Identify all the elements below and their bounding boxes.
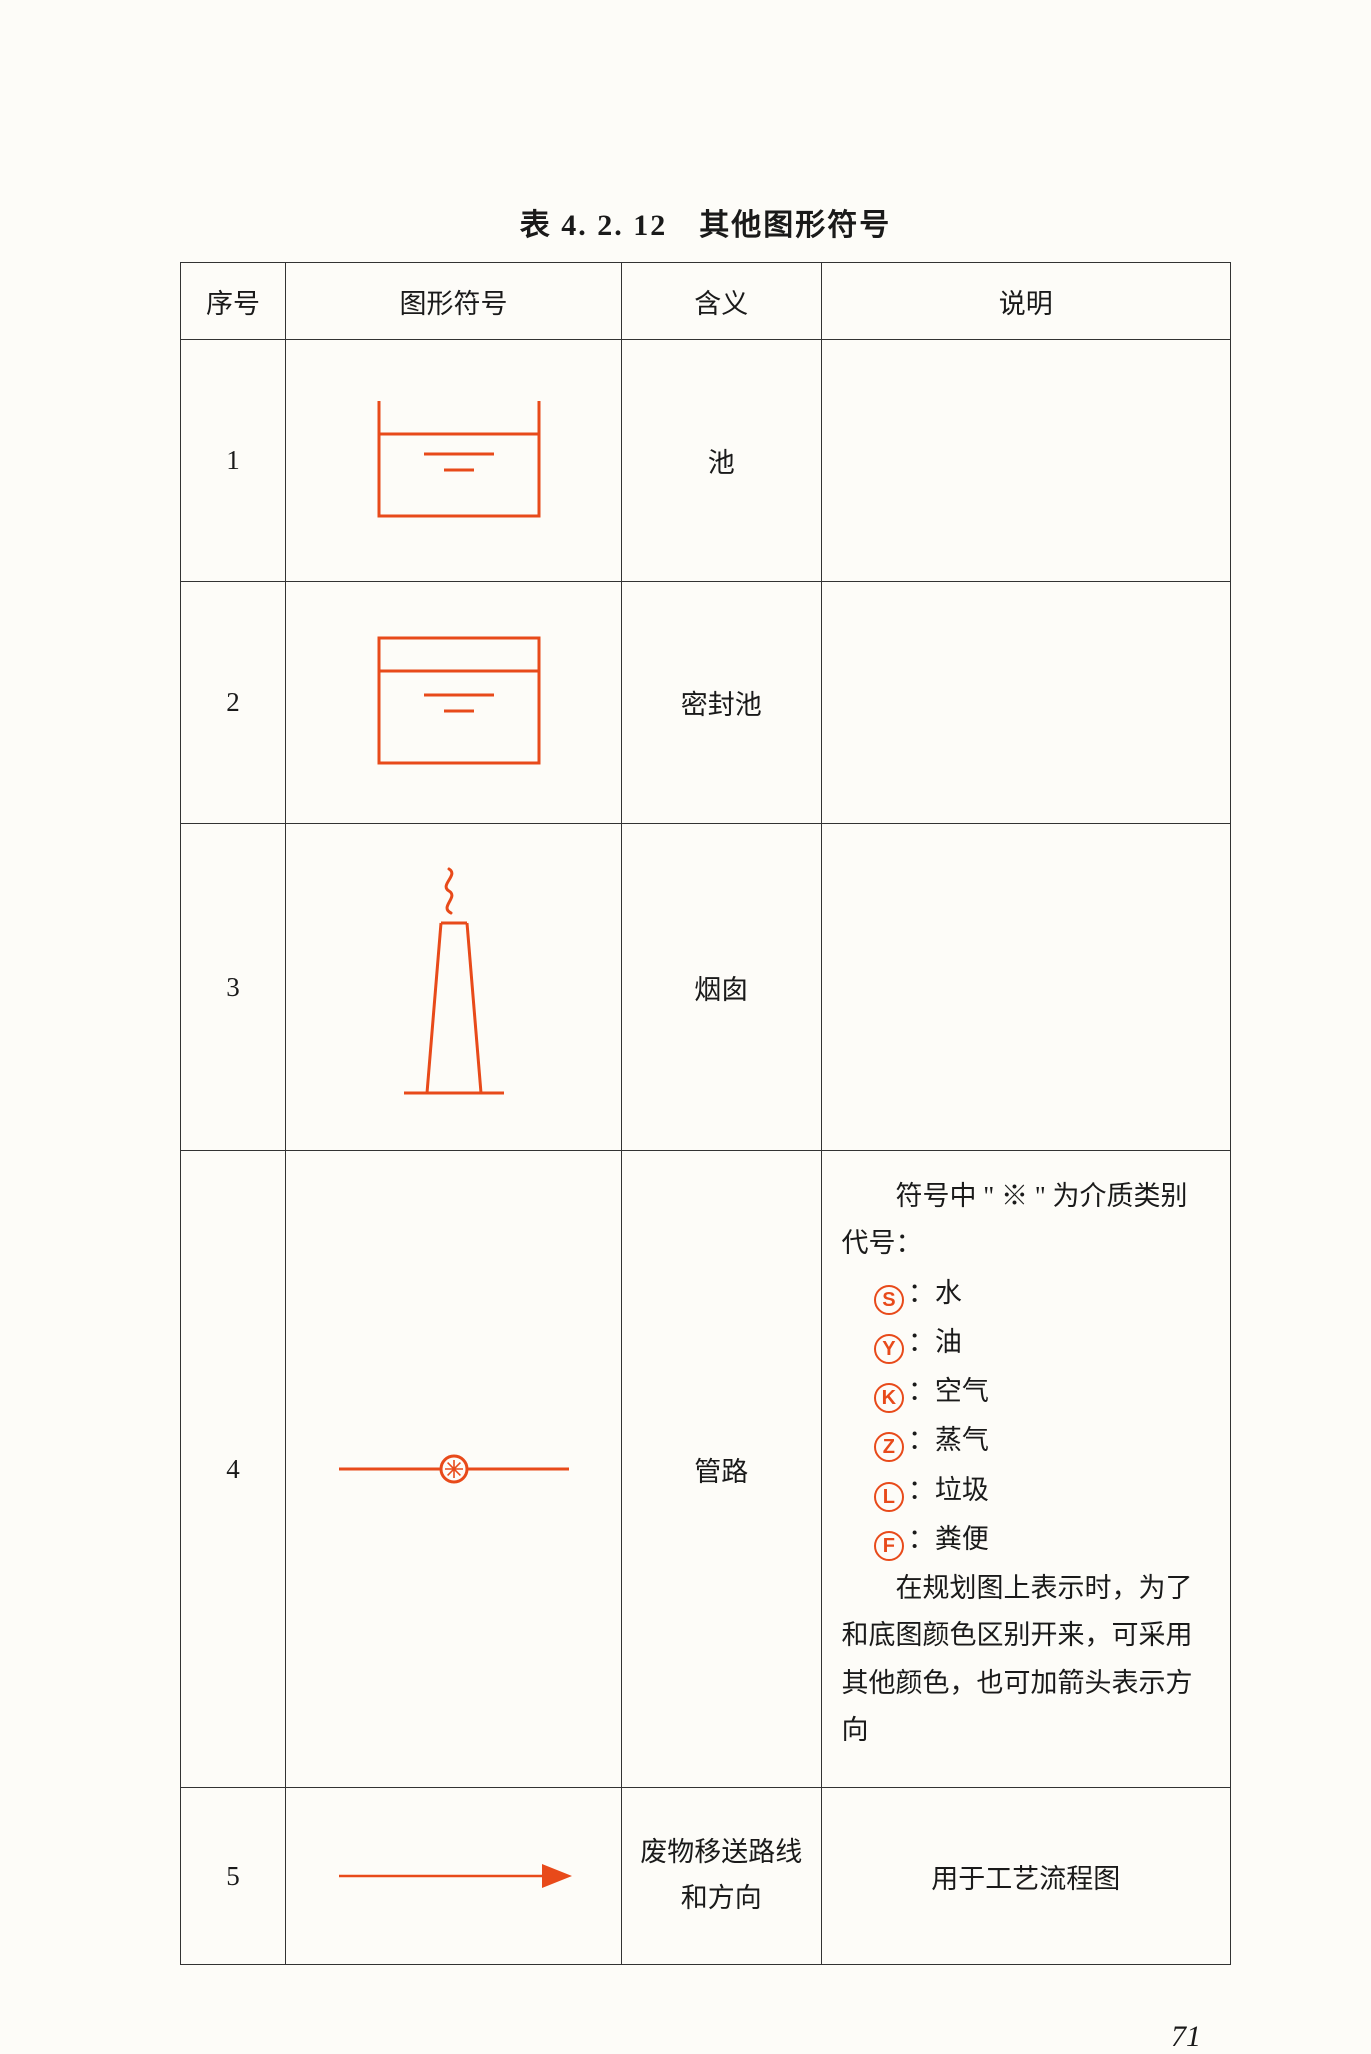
cell-num: 2 — [181, 582, 286, 824]
table-row: 4 管路 符号中 " ※ " 为介质类别代号： S：水 Y：油 — [181, 1151, 1231, 1788]
cell-desc — [821, 582, 1231, 824]
code-y-label: ：油 — [908, 1327, 962, 1357]
cell-symbol — [286, 1151, 622, 1788]
cell-symbol — [286, 340, 622, 582]
pipe-icon — [324, 1439, 584, 1499]
code-s-icon: S — [874, 1285, 904, 1315]
cell-desc: 符号中 " ※ " 为介质类别代号： S：水 Y：油 K：空气 Z：蒸气 L：垃… — [821, 1151, 1231, 1788]
cell-num: 4 — [181, 1151, 286, 1788]
code-f-label: ：粪便 — [908, 1524, 989, 1554]
cell-meaning: 管路 — [622, 1151, 822, 1788]
cell-meaning: 烟囱 — [622, 824, 822, 1151]
col-num: 序号 — [181, 263, 286, 340]
cell-meaning: 池 — [622, 340, 822, 582]
cell-symbol — [286, 582, 622, 824]
col-meaning: 含义 — [622, 263, 822, 340]
symbols-table: 序号 图形符号 含义 说明 1 池 2 — [180, 262, 1231, 1965]
table-caption: 表 4. 2. 12 其他图形符号 — [180, 200, 1231, 244]
cell-meaning: 密封池 — [622, 582, 822, 824]
table-row: 1 池 — [181, 340, 1231, 582]
pool-sealed-icon — [354, 623, 554, 783]
code-z-icon: Z — [874, 1432, 904, 1462]
pipe-desc-prefix: 符号中 " ※ " 为介质类别代号： — [842, 1173, 1211, 1268]
code-k-icon: K — [874, 1383, 904, 1413]
cell-symbol — [286, 824, 622, 1151]
cell-meaning: 废物移送路线和方向 — [622, 1788, 822, 1965]
col-symbol: 图形符号 — [286, 263, 622, 340]
cell-num: 3 — [181, 824, 286, 1151]
header-row: 序号 图形符号 含义 说明 — [181, 263, 1231, 340]
cell-symbol — [286, 1788, 622, 1965]
code-z-label: ：蒸气 — [908, 1425, 989, 1455]
code-l-label: ：垃圾 — [908, 1475, 989, 1505]
code-s-label: ：水 — [908, 1278, 962, 1308]
cell-desc — [821, 824, 1231, 1151]
cell-num: 5 — [181, 1788, 286, 1965]
table-row: 2 密封池 — [181, 582, 1231, 824]
col-desc: 说明 — [821, 263, 1231, 340]
cell-desc: 用于工艺流程图 — [821, 1788, 1231, 1965]
chimney-icon — [379, 857, 529, 1117]
code-y-icon: Y — [874, 1334, 904, 1364]
code-f-icon: F — [874, 1531, 904, 1561]
arrow-icon — [324, 1851, 584, 1901]
table-row: 3 烟囱 — [181, 824, 1231, 1151]
pipe-desc-suffix: 在规划图上表示时，为了和底图颜色区别开来，可采用其他颜色，也可加箭头表示方向 — [842, 1565, 1211, 1754]
code-l-icon: L — [874, 1482, 904, 1512]
cell-desc — [821, 340, 1231, 582]
page-number: 71 — [180, 2020, 1231, 2054]
table-row: 5 废物移送路线和方向 用于工艺流程图 — [181, 1788, 1231, 1965]
pool-open-icon — [354, 386, 554, 536]
cell-num: 1 — [181, 340, 286, 582]
code-k-label: ：空气 — [908, 1376, 989, 1406]
